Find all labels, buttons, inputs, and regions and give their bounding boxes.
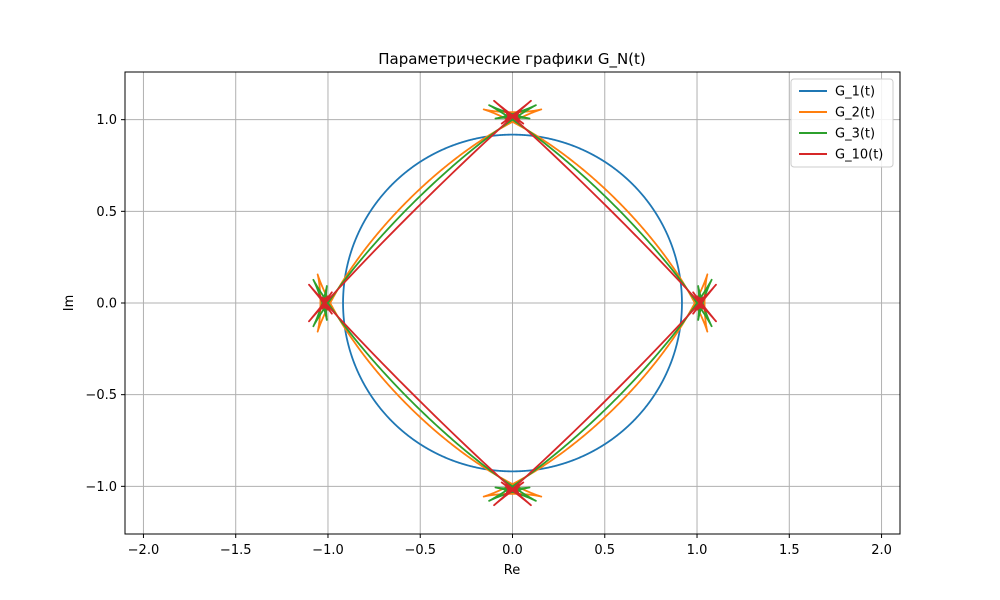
x-tick-label: −0.5 bbox=[404, 543, 436, 558]
legend-label: G_2(t) bbox=[835, 106, 875, 121]
ticks: −2.0 −1.5 −1.0 −0.5 0.0 0.5 1.0 1.5 2.0 −1.0 −0.5 0… bbox=[85, 113, 891, 558]
series-line-G_10(t) bbox=[308, 99, 717, 507]
series-line-G_2(t) bbox=[316, 108, 709, 498]
x-tick-label: −1.0 bbox=[312, 543, 344, 558]
y-axis-label: Im bbox=[62, 295, 77, 312]
x-tick-label: 2.0 bbox=[871, 543, 892, 558]
legend-label: G_10(t) bbox=[835, 148, 883, 163]
series-layer bbox=[308, 99, 717, 507]
legend-box bbox=[790, 78, 894, 168]
x-axis-label: Re bbox=[504, 563, 520, 578]
x-tick-label: 0.0 bbox=[502, 543, 523, 558]
y-tick-label: 1.0 bbox=[96, 113, 117, 128]
legend-label: G_3(t) bbox=[835, 127, 875, 142]
y-tick-label: 0.5 bbox=[96, 205, 117, 220]
x-tick-label: −2.0 bbox=[128, 543, 160, 558]
x-tick-label: 1.0 bbox=[687, 543, 708, 558]
x-tick-label: −1.5 bbox=[220, 543, 252, 558]
y-tick-label: 0.0 bbox=[96, 297, 117, 312]
x-tick-label: 0.5 bbox=[594, 543, 615, 558]
y-tick-label: −1.0 bbox=[85, 480, 117, 495]
legend: G_1(t) G_2(t) G_3(t) G_10(t) bbox=[790, 78, 894, 168]
chart-title: Параметрические графики G_N(t) bbox=[378, 50, 646, 69]
legend-label: G_1(t) bbox=[835, 85, 875, 100]
series-line-G_1(t) bbox=[342, 133, 683, 473]
y-tick-label: −0.5 bbox=[85, 388, 117, 403]
series-line-G_3(t) bbox=[312, 104, 713, 502]
x-tick-label: 1.5 bbox=[779, 543, 800, 558]
